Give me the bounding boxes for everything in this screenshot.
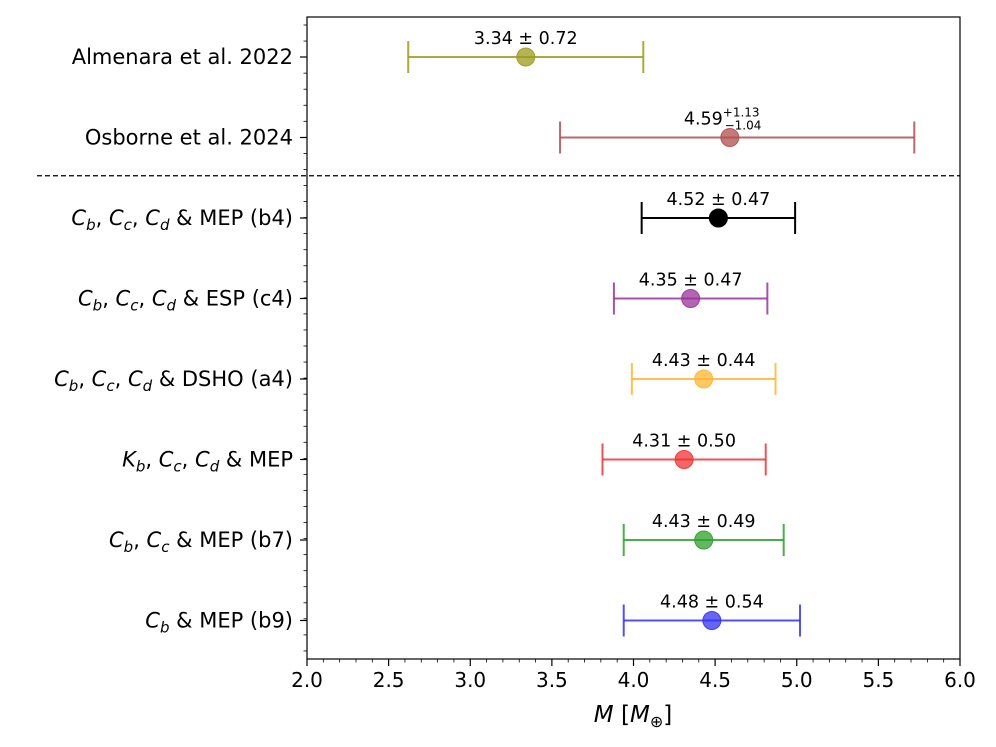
x-tick-label: 3.0	[454, 668, 486, 692]
row-labels: Almenara et al. 2022 Osborne et al. 2024 C…	[54, 45, 293, 637]
data-point	[708, 208, 728, 228]
data-point	[516, 47, 536, 67]
value-label: 4.48 ± 0.54	[660, 593, 764, 613]
row-label: Cb, Cc, Cd & DSHO (a4)	[54, 367, 293, 395]
row-label: Cb, Cc & MEP (b7)	[109, 528, 293, 556]
value-label: 4.43 ± 0.49	[652, 512, 756, 532]
value-label: 4.59+1.13 −1.04	[684, 106, 762, 133]
value-labels: 3.34 ± 0.72 4.59+1.13 −1.04 4.52 ± 0.47 4.35…	[474, 29, 770, 613]
plot-frame	[306, 16, 961, 660]
data-point	[694, 530, 714, 550]
data-point	[702, 611, 722, 630]
x-axis-label: M [M⊕]	[594, 702, 672, 731]
x-tick-label: 3.5	[536, 668, 568, 692]
value-label: 4.43 ± 0.44	[652, 351, 756, 371]
x-tick-label: 2.5	[373, 668, 405, 692]
row-label: Osborne et al. 2024	[85, 126, 293, 150]
data-point	[694, 369, 714, 389]
x-tick-label: 6.0	[944, 668, 976, 692]
data-point	[681, 289, 701, 308]
row-label: Kb, Cc, Cd & MEP	[122, 448, 293, 476]
x-tick-label: 5.5	[862, 668, 894, 692]
value-label: 4.35 ± 0.47	[639, 271, 743, 291]
x-tick-labels: 2.0 2.5 3.0 3.5 4.0 4.5 5.0 5.5 6.0	[291, 668, 976, 692]
x-tick-label: 4.5	[699, 668, 731, 692]
data-point	[720, 128, 740, 147]
value-label: 4.31 ± 0.50	[632, 432, 736, 452]
value-label: 3.34 ± 0.72	[474, 29, 578, 49]
x-tick-label: 5.0	[781, 668, 813, 692]
error-bars	[407, 41, 916, 637]
row-label: Cb, Cc, Cd & ESP (c4)	[78, 287, 293, 315]
row-label: Cb, Cc, Cd & MEP (b4)	[71, 206, 293, 234]
x-tick-label: 4.0	[618, 668, 650, 692]
x-tick-label: 2.0	[291, 668, 323, 692]
row-label: Almenara et al. 2022	[72, 45, 293, 69]
value-label: 4.52 ± 0.47	[667, 190, 771, 210]
data-point	[674, 450, 694, 469]
row-label: Cb & MEP (b9)	[145, 609, 293, 637]
